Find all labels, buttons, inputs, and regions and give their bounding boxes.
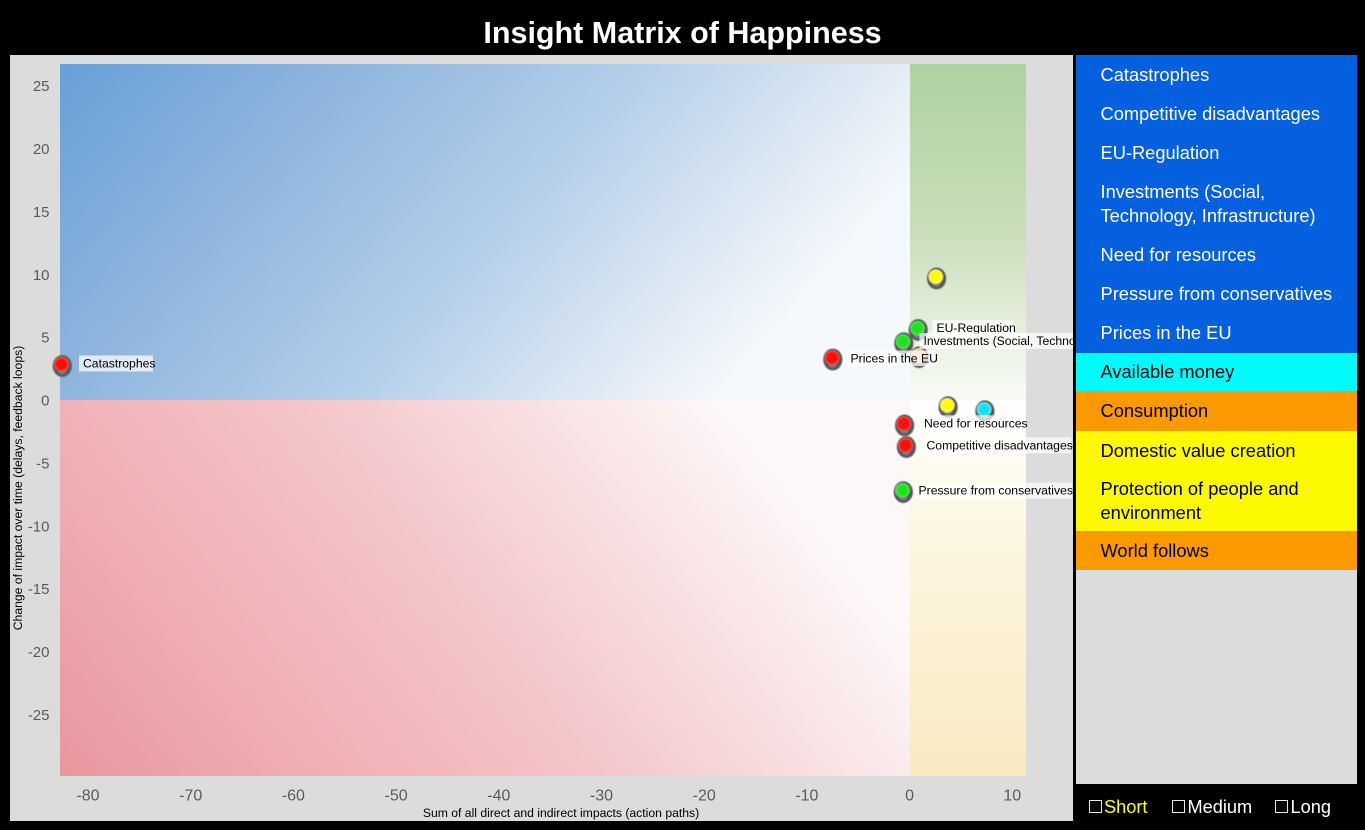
svg-text:-20: -20: [28, 644, 50, 661]
svg-text:10: 10: [33, 267, 50, 284]
svg-text:Change of impact over time (de: Change of impact over time (delays, feed…: [11, 346, 25, 631]
svg-text:-10: -10: [795, 788, 818, 805]
svg-text:Prices in the EU: Prices in the EU: [851, 351, 938, 365]
svg-text:Investments (Social, Technolog: Investments (Social, Technology, Infrast…: [924, 334, 1074, 348]
svg-text:-10: -10: [28, 518, 50, 535]
svg-text:Competitive disadvantages: Competitive disadvantages: [927, 438, 1073, 452]
svg-text:20: 20: [33, 141, 50, 158]
svg-text:15: 15: [33, 204, 50, 221]
svg-text:EU-Regulation: EU-Regulation: [937, 321, 1016, 335]
svg-text:Catastrophes: Catastrophes: [83, 357, 156, 371]
svg-text:-30: -30: [590, 788, 613, 805]
svg-text:Sum of all direct and indirect: Sum of all direct and indirect impacts (…: [423, 806, 699, 820]
svg-text:5: 5: [41, 330, 49, 347]
svg-text:10: 10: [1003, 788, 1021, 805]
svg-text:-80: -80: [76, 788, 99, 805]
svg-text:Pressure from conservatives: Pressure from conservatives: [919, 484, 1073, 498]
svg-text:-5: -5: [36, 455, 49, 472]
svg-text:0: 0: [41, 393, 49, 410]
svg-text:-50: -50: [385, 788, 408, 805]
svg-text:-15: -15: [28, 581, 50, 598]
svg-text:-20: -20: [693, 788, 716, 805]
svg-text:25: 25: [33, 78, 50, 95]
svg-text:Need for resources: Need for resources: [924, 416, 1028, 430]
svg-text:0: 0: [905, 788, 914, 805]
svg-text:-40: -40: [487, 788, 510, 805]
svg-text:-25: -25: [28, 707, 50, 724]
svg-text:-70: -70: [179, 788, 202, 805]
svg-text:-60: -60: [282, 788, 305, 805]
